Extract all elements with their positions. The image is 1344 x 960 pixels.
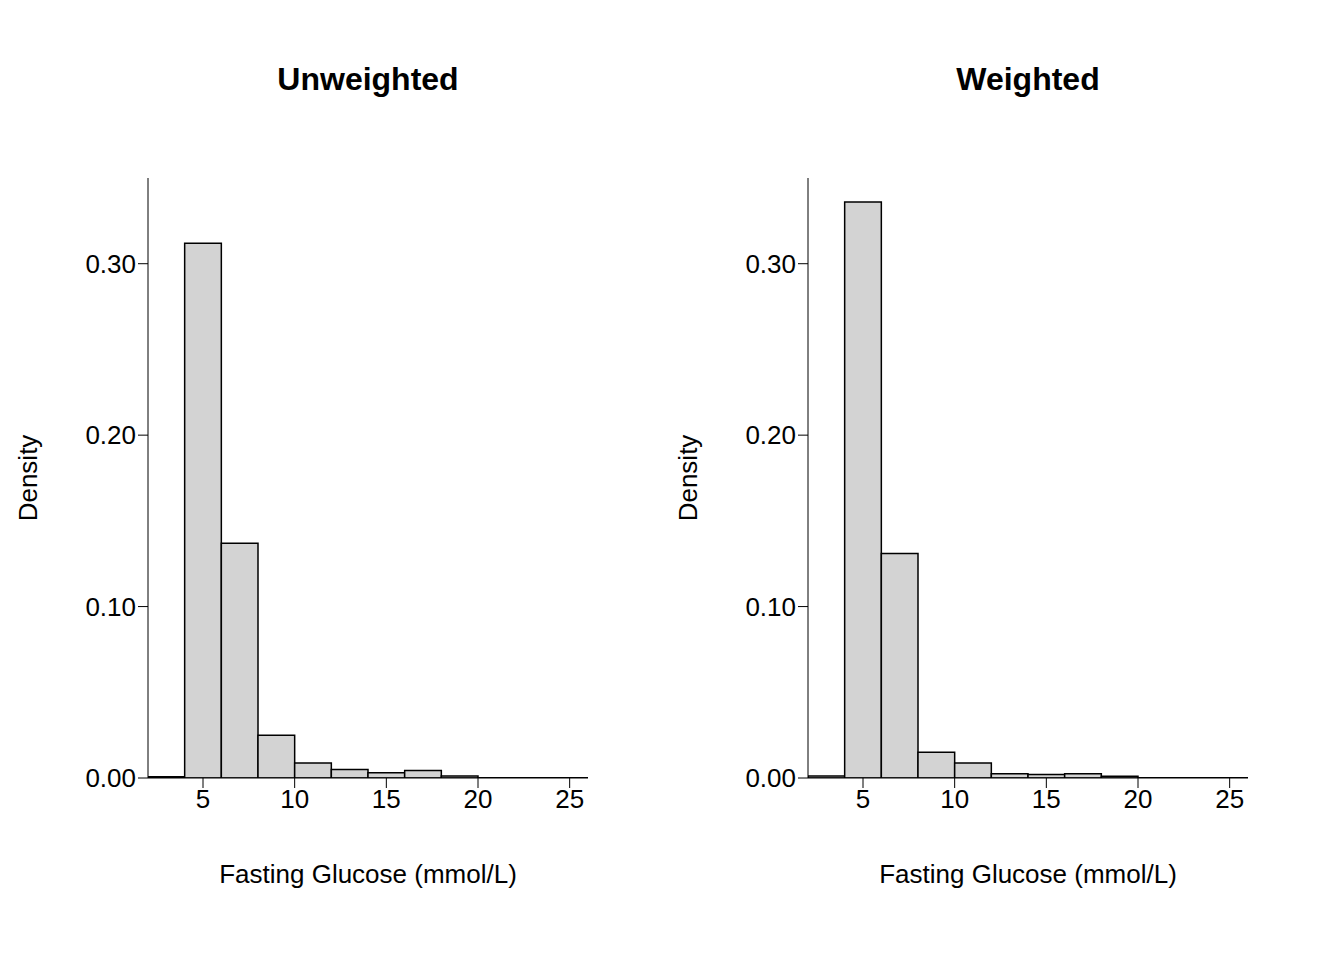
- svg-text:20: 20: [464, 784, 493, 814]
- svg-text:0.00: 0.00: [85, 763, 136, 793]
- svg-text:0.30: 0.30: [85, 249, 136, 279]
- svg-text:Fasting Glucose (mmol/L): Fasting Glucose (mmol/L): [879, 859, 1177, 889]
- svg-text:0.20: 0.20: [85, 420, 136, 450]
- html-text:Unweighted: Unweighted: [277, 61, 459, 97]
- svg-text:10: 10: [940, 784, 969, 814]
- svg-text:0.30: 0.30: [745, 249, 796, 279]
- svg-text:10: 10: [280, 784, 309, 814]
- svg-text:0.10: 0.10: [85, 592, 136, 622]
- svg-text:20: 20: [1124, 784, 1153, 814]
- svg-text:15: 15: [1032, 784, 1061, 814]
- html-text:Weighted: Weighted: [956, 61, 1100, 97]
- svg-text:5: 5: [856, 784, 870, 814]
- svg-text:0.00: 0.00: [745, 763, 796, 793]
- svg-text:0.20: 0.20: [745, 420, 796, 450]
- svg-text:0.10: 0.10: [745, 592, 796, 622]
- svg-text:Fasting Glucose (mmol/L): Fasting Glucose (mmol/L): [219, 859, 517, 889]
- svg-text:Density: Density: [13, 435, 43, 522]
- svg-text:25: 25: [555, 784, 584, 814]
- svg-text:Density: Density: [673, 435, 703, 522]
- svg-text:15: 15: [372, 784, 401, 814]
- svg-text:5: 5: [196, 784, 210, 814]
- svg-text:25: 25: [1215, 784, 1244, 814]
